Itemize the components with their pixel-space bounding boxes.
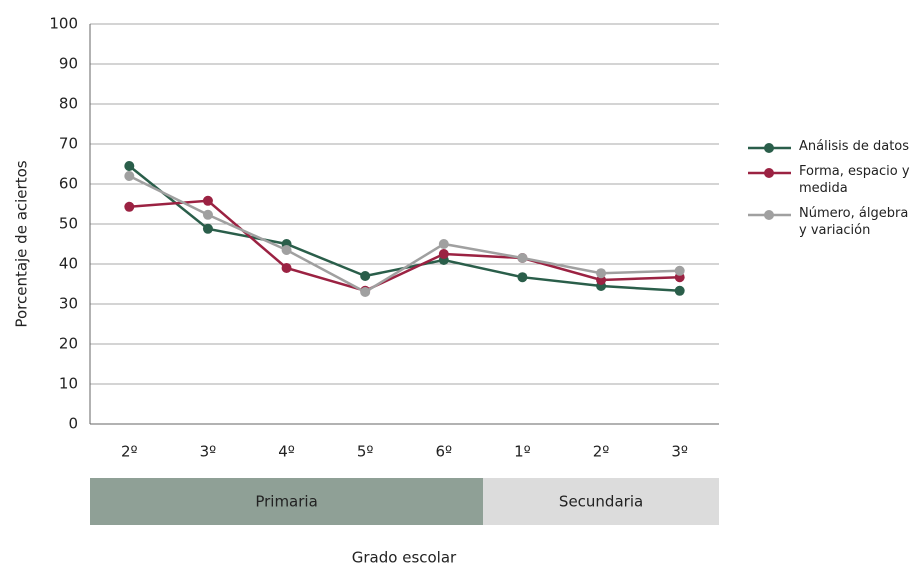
point [124, 171, 135, 181]
series-line [129, 199, 680, 293]
legend-label: Forma, espacio y medida [799, 164, 910, 196]
legend-dot [764, 168, 774, 178]
x-tick-label: 3º [200, 443, 217, 461]
point [674, 265, 685, 276]
point [124, 201, 135, 212]
point [124, 161, 135, 171]
y-tick-label: 100 [49, 15, 78, 33]
legend-swatch [748, 210, 791, 220]
point [202, 195, 213, 206]
legend-item: Número, álgebra y variación [748, 205, 920, 239]
y-axis-label: Porcentaje de aciertos [13, 160, 31, 327]
group-label: Primaria [255, 493, 317, 511]
point [202, 223, 213, 234]
point [438, 239, 449, 249]
point [517, 272, 528, 283]
x-tick-label: 2º [593, 443, 610, 461]
legend-swatch [748, 143, 791, 153]
x-tick-label: 2º [121, 443, 138, 461]
legend-dot [764, 143, 774, 153]
legend-item: Análisis de datos [748, 138, 920, 155]
point [517, 253, 528, 263]
x-axis-label: Grado escolar [352, 549, 457, 567]
legend-label: Análisis de datos [799, 139, 910, 154]
point [360, 287, 371, 297]
group-label: Secundaria [559, 493, 643, 511]
y-tick-label: 20 [59, 335, 78, 353]
y-tick-label: 30 [59, 295, 78, 313]
y-tick-label: 90 [59, 55, 78, 73]
y-tick-label: 60 [59, 175, 78, 193]
legend-item: Forma, espacio y medida [748, 163, 920, 197]
y-tick-label: 10 [59, 375, 78, 393]
x-tick-label: 6º [436, 443, 453, 461]
legend-swatch [748, 168, 791, 178]
y-tick-label: 40 [59, 255, 78, 273]
y-tick-label: 70 [59, 135, 78, 153]
y-tick-label: 80 [59, 95, 78, 113]
group-band [90, 478, 484, 525]
point [674, 285, 685, 296]
point [281, 263, 292, 273]
x-tick-label: 4º [278, 443, 295, 461]
point [281, 245, 292, 255]
point [202, 209, 213, 220]
series-line [128, 174, 680, 294]
x-tick-label: 5º [357, 443, 374, 461]
x-tick-label: 3º [671, 443, 688, 461]
point [360, 271, 371, 281]
y-tick-label: 0 [68, 415, 78, 433]
x-tick-label: 1º [514, 443, 531, 461]
legend-label: Número, álgebra y variación [799, 206, 909, 238]
legend-dot [764, 210, 774, 220]
point [438, 249, 449, 259]
y-tick-label: 50 [59, 215, 78, 233]
group-band [483, 478, 719, 525]
point [596, 268, 607, 279]
legend: Análisis de datos Forma, espacio y medida… [748, 138, 920, 247]
